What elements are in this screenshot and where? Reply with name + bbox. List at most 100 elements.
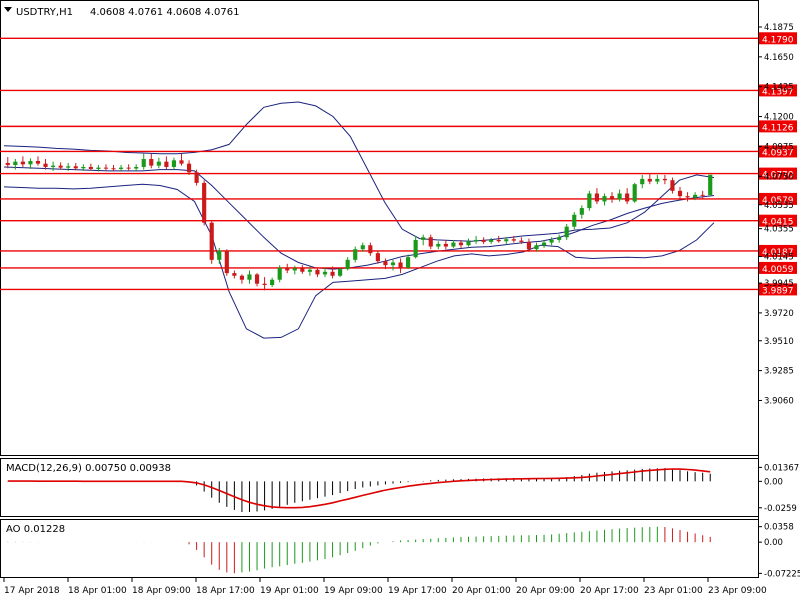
chart-header: USDTRY,H1 4.0608 4.0761 4.0608 4.0761 <box>4 7 240 18</box>
candle-body <box>20 161 25 165</box>
y-tick-label: 3.9060 <box>764 396 794 406</box>
lower-band-line <box>3 183 715 339</box>
y-tick-label: 4.0750 <box>764 172 794 182</box>
ao-y-tick-label: 0.0358 <box>764 523 794 533</box>
candle-body <box>5 162 10 165</box>
candle-body <box>58 165 63 168</box>
macd-y-tick-label: 0.00 <box>764 477 783 487</box>
candle-body <box>587 193 592 209</box>
candle-body <box>398 262 403 268</box>
candle-body <box>564 226 569 238</box>
y-tick-label: 4.0355 <box>764 225 794 235</box>
candle-body <box>481 239 486 242</box>
candle-body <box>557 237 562 240</box>
candle-body <box>254 274 260 284</box>
x-tick-label: 18 Apr 17:00 <box>196 586 255 596</box>
level-label-bg <box>759 214 797 227</box>
candle-body <box>111 168 116 170</box>
y-tick-label: 4.1650 <box>764 53 794 63</box>
x-tick-label: 19 Apr 01:00 <box>260 586 319 596</box>
candle-body <box>572 214 577 227</box>
candle-body <box>13 161 18 165</box>
candle-body <box>655 178 660 182</box>
level-label-bg <box>759 261 797 274</box>
ohlc-label: 4.0608 4.0761 4.0608 4.0761 <box>90 7 240 18</box>
y-tick-label: 4.1200 <box>764 113 794 123</box>
candle-body <box>353 249 358 260</box>
time-axis: 17 Apr 2018 18 Apr 01:00 18 Apr 09:00 18 Ap… <box>3 578 767 596</box>
candle-body <box>103 167 109 169</box>
candle-body <box>277 267 282 280</box>
candle-body <box>549 239 554 243</box>
candle-body <box>156 161 161 166</box>
candle-body <box>164 161 169 167</box>
level-label-bg <box>759 192 797 205</box>
candle-body <box>368 245 373 254</box>
bollinger-bands <box>3 101 715 339</box>
candle-body <box>609 196 615 200</box>
candle-body <box>81 166 86 169</box>
candle-body <box>126 167 131 169</box>
candle-body <box>526 241 532 250</box>
level-label: 4.0415 <box>762 218 794 228</box>
candle-body <box>466 241 471 246</box>
ao-panel: 0.0358 0.00 -0.07225 <box>7 523 800 579</box>
candle-body <box>519 240 524 242</box>
candle-body <box>217 250 222 260</box>
candlesticks <box>5 153 713 291</box>
x-tick-label: 20 Apr 17:00 <box>580 586 639 596</box>
x-tick-label: 23 Apr 01:00 <box>644 586 703 596</box>
candle-body <box>406 257 411 268</box>
y-tick-label: 4.0145 <box>764 253 794 263</box>
x-tick-label: 20 Apr 01:00 <box>452 586 511 596</box>
candle-body <box>285 267 290 271</box>
candle-body <box>534 245 539 250</box>
candle-body <box>186 163 192 173</box>
ao-panel-frame <box>0 519 759 578</box>
candle-body <box>209 222 214 260</box>
candle-body <box>670 180 675 191</box>
candle-body <box>602 196 607 202</box>
level-label: 3.9897 <box>762 286 794 296</box>
candle-body <box>292 268 297 271</box>
level-label-bg <box>759 145 797 158</box>
level-label-bg <box>759 84 797 97</box>
candle-body <box>43 163 48 167</box>
candle-body <box>677 190 683 197</box>
candle-body <box>51 165 56 167</box>
candle-body <box>300 268 305 272</box>
candle-body <box>541 242 547 246</box>
ao-label: AO 0.01228 <box>6 524 65 535</box>
candle-body <box>489 239 494 242</box>
candle-body <box>579 208 584 215</box>
price-axis: 4.1875 4.1650 4.1425 4.1200 4.0975 4.0750 4.05… <box>758 23 794 406</box>
y-tick-label: 4.0535 <box>764 201 794 211</box>
symbol-label: USDTRY,H1 <box>16 7 73 18</box>
candle-body <box>171 160 177 167</box>
main-panel-frame <box>0 0 759 456</box>
candle-body <box>35 160 41 164</box>
candle-body <box>88 166 93 169</box>
level-label: 4.0937 <box>762 148 794 158</box>
candle-body <box>179 160 184 164</box>
upper-band-line <box>3 101 715 242</box>
y-tick-label: 4.1875 <box>764 23 794 33</box>
candle-body <box>451 242 456 247</box>
level-label-bg <box>759 167 797 180</box>
candle-body <box>413 239 418 258</box>
x-tick-label: 19 Apr 17:00 <box>388 586 447 596</box>
x-tick-label: 20 Apr 09:00 <box>516 586 575 596</box>
candle-body <box>632 184 637 202</box>
y-tick-label: 4.1425 <box>764 83 794 93</box>
dropdown-triangle-icon[interactable] <box>4 7 12 12</box>
ao-y-tick-label: -0.07225 <box>764 569 800 579</box>
y-tick-label: 3.9510 <box>764 337 794 347</box>
candle-body <box>307 269 312 272</box>
y-tick-label: 3.9945 <box>764 279 794 289</box>
candle-body <box>338 269 343 276</box>
level-label: 4.0187 <box>762 248 794 258</box>
level-label-bg <box>759 244 797 257</box>
candle-body <box>617 193 622 200</box>
macd-panel: 0.01367 0.00 -0.0259 <box>7 463 799 514</box>
